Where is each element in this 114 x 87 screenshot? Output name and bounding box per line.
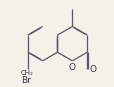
Text: CH₂: CH₂ [20,70,33,76]
Text: O: O [89,65,96,74]
Text: O: O [68,63,75,72]
Text: Br: Br [21,76,31,85]
